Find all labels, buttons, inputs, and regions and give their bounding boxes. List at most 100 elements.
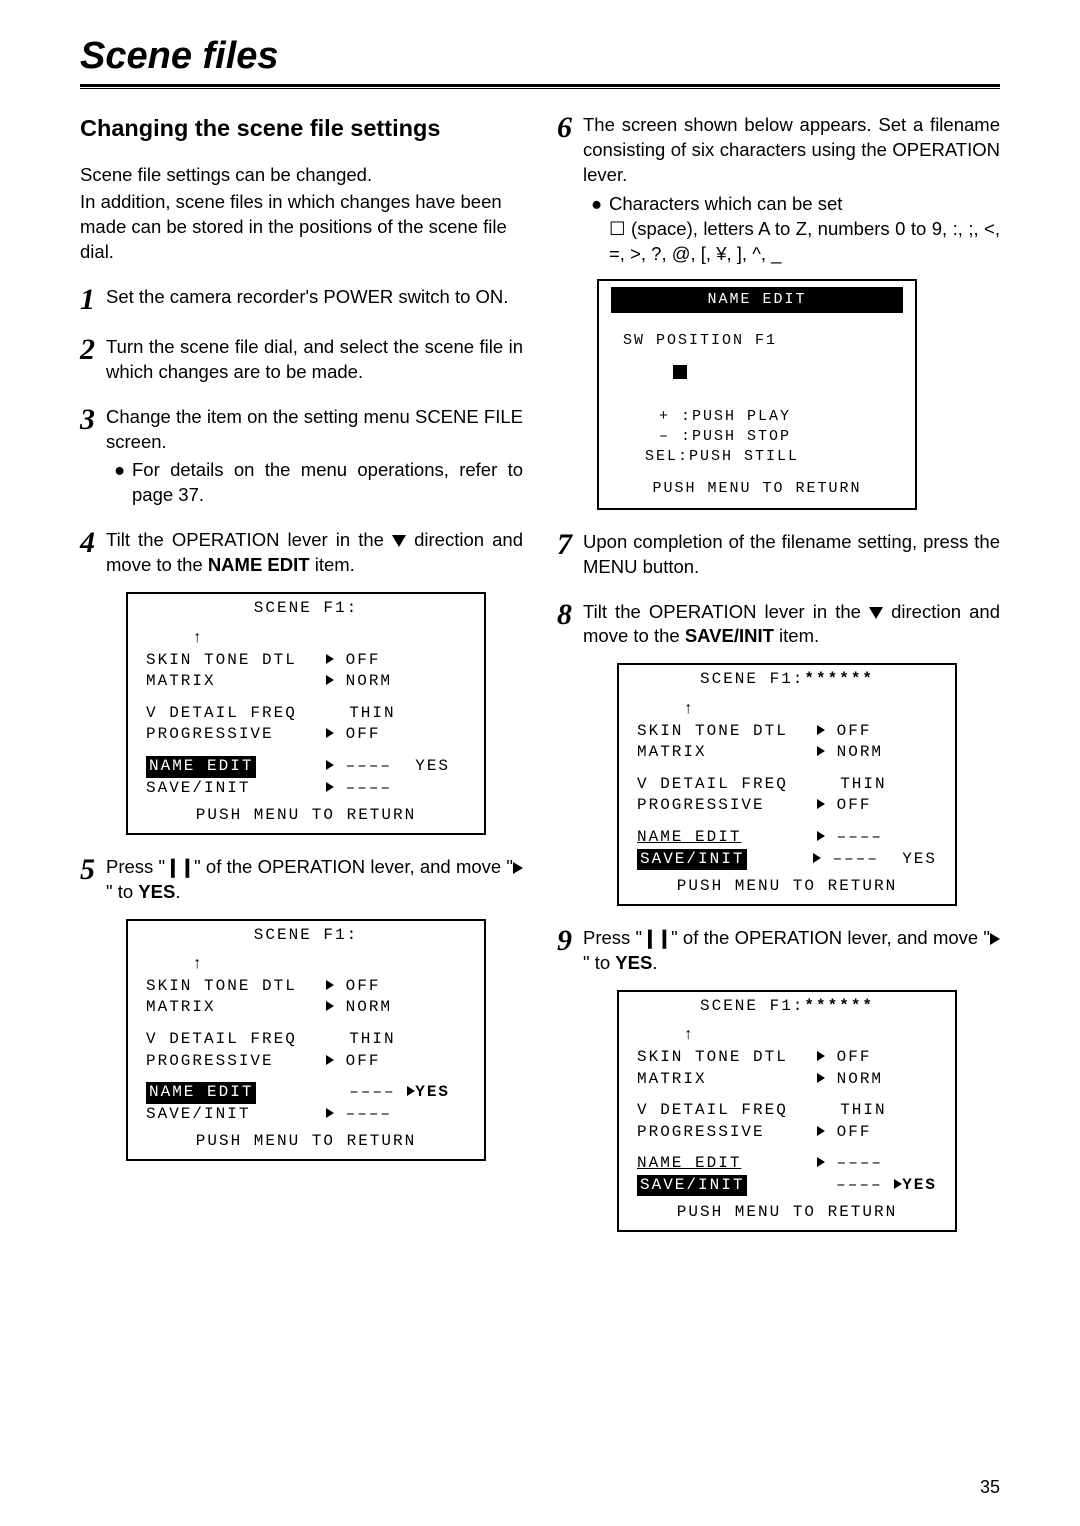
- left-column: Changing the scene file settings Scene f…: [80, 113, 523, 1232]
- name-edit-l3: SEL:PUSH STILL: [599, 447, 915, 467]
- s5-b: " of the OPERATION lever, and move ": [194, 856, 513, 877]
- s8-c: SAVE/INIT: [685, 625, 774, 646]
- name-edit-cursor: [599, 365, 915, 386]
- menu-row-matrix: MATRIX NORM: [146, 997, 466, 1019]
- menu-row-matrix: MATRIX NORM: [637, 742, 937, 764]
- menu-row-saveinit: SAVE/INIT ––––: [146, 1104, 466, 1126]
- step-number: 6: [557, 113, 583, 267]
- right-triangle-icon: [817, 1126, 825, 1136]
- right-triangle-icon: [513, 862, 523, 874]
- menu-footer: PUSH MENU TO RETURN: [619, 872, 955, 904]
- menu-body: ↑ SKIN TONE DTL OFF MATRIX NORM V DETAIL…: [619, 1021, 955, 1198]
- step-5: 5 Press "❙❙" of the OPERATION lever, and…: [80, 855, 523, 905]
- menu-header: SCENE F1:: [128, 594, 484, 624]
- s9-c: " to: [583, 952, 615, 973]
- step-text: Upon completion of the filename setting,…: [583, 530, 1000, 580]
- s9-a: Press ": [583, 927, 642, 948]
- s4-a: Tilt the OPERATION lever in the: [106, 529, 392, 550]
- menu-screen-name-edit-select: SCENE F1: ↑ SKIN TONE DTL OFF MATRIX NOR…: [126, 592, 486, 834]
- right-triangle-icon: [817, 799, 825, 809]
- step-number: 4: [80, 528, 106, 578]
- menu-row-progressive: PROGRESSIVE OFF: [637, 795, 937, 817]
- menu-footer: PUSH MENU TO RETURN: [128, 1127, 484, 1159]
- cursor-square-icon: [673, 365, 687, 379]
- name-edit-footer: PUSH MENU TO RETURN: [599, 479, 915, 499]
- section-subheading: Changing the scene file settings: [80, 113, 523, 145]
- step-text: Press "❙❙" of the OPERATION lever, and m…: [106, 855, 523, 905]
- name-edit-position: SW POSITION F1: [599, 331, 915, 351]
- s6-main: The screen shown below appears. Set a fi…: [583, 113, 1000, 188]
- two-column-layout: Changing the scene file settings Scene f…: [80, 113, 1000, 1232]
- step-text: The screen shown below appears. Set a fi…: [583, 113, 1000, 267]
- menu-footer: PUSH MENU TO RETURN: [128, 801, 484, 833]
- step-3-bullet: ● For details on the menu operations, re…: [106, 458, 523, 508]
- step-7: 7 Upon completion of the filename settin…: [557, 530, 1000, 580]
- step-text: Tilt the OPERATION lever in the directio…: [583, 600, 1000, 650]
- menu-screen-saveinit-yes: SCENE F1:****** ↑ SKIN TONE DTL OFF MATR…: [617, 990, 957, 1232]
- right-column: 6 The screen shown below appears. Set a …: [557, 113, 1000, 1232]
- step-3-main: Change the item on the setting menu SCEN…: [106, 405, 523, 455]
- menu-row-vdetail: V DETAIL FREQ THIN: [146, 703, 466, 725]
- s4-c: NAME EDIT: [208, 554, 310, 575]
- menu-screen-saveinit-select: SCENE F1:****** ↑ SKIN TONE DTL OFF MATR…: [617, 663, 957, 905]
- name-edit-l1: + :PUSH PLAY: [599, 407, 915, 427]
- step-number: 7: [557, 530, 583, 580]
- s8-a: Tilt the OPERATION lever in the: [583, 601, 869, 622]
- menu-row-nameedit: NAME EDIT ––––: [637, 827, 937, 849]
- s4-d: item.: [310, 554, 355, 575]
- menu-row-nameedit: NAME EDIT –––– YES: [146, 1082, 466, 1104]
- step-number: 8: [557, 600, 583, 650]
- step-3: 3 Change the item on the setting menu SC…: [80, 405, 523, 509]
- right-triangle-icon: [817, 746, 825, 756]
- menu-row-progressive: PROGRESSIVE OFF: [637, 1122, 937, 1144]
- step-text: Tilt the OPERATION lever in the directio…: [106, 528, 523, 578]
- intro-line-1: Scene file settings can be changed.: [80, 163, 523, 188]
- s5-a: Press ": [106, 856, 165, 877]
- s8-d: item.: [774, 625, 819, 646]
- s9-b: " of the OPERATION lever, and move ": [671, 927, 990, 948]
- right-triangle-icon: [990, 933, 1000, 945]
- step-number: 9: [557, 926, 583, 976]
- s5-c: " to: [106, 881, 138, 902]
- right-triangle-icon: [817, 1073, 825, 1083]
- intro-line-2: In addition, scene files in which change…: [80, 190, 523, 265]
- right-triangle-icon: [817, 1051, 825, 1061]
- menu-row-nameedit: NAME EDIT ––––: [637, 1153, 937, 1175]
- down-triangle-icon: [869, 607, 883, 619]
- menu-row-vdetail: V DETAIL FREQ THIN: [146, 1029, 466, 1051]
- step-6: 6 The screen shown below appears. Set a …: [557, 113, 1000, 267]
- menu-body: ↑ SKIN TONE DTL OFF MATRIX NORM V DETAIL…: [128, 624, 484, 801]
- name-edit-screen: NAME EDIT SW POSITION F1 + :PUSH PLAY – …: [597, 279, 917, 510]
- menu-row-saveinit: SAVE/INIT ––––: [146, 778, 466, 800]
- bullet-dot-icon: ●: [114, 458, 132, 508]
- bullet-dot-icon: ●: [591, 192, 609, 217]
- menu-row-skin: SKIN TONE DTL OFF: [146, 976, 466, 998]
- step-number: 5: [80, 855, 106, 905]
- menu-row-vdetail: V DETAIL FREQ THIN: [637, 1100, 937, 1122]
- step-3-bullet-text: For details on the menu operations, refe…: [132, 458, 523, 508]
- name-edit-l2: – :PUSH STOP: [599, 427, 915, 447]
- step-number: 2: [80, 335, 106, 385]
- menu-footer: PUSH MENU TO RETURN: [619, 1198, 955, 1230]
- menu-screen-name-edit-yes: SCENE F1: ↑ SKIN TONE DTL OFF MATRIX NOR…: [126, 919, 486, 1161]
- title-rule-thick: [80, 84, 1000, 87]
- menu-row-skin: SKIN TONE DTL OFF: [637, 721, 937, 743]
- menu-row-progressive: PROGRESSIVE OFF: [146, 724, 466, 746]
- step-text: Turn the scene file dial, and select the…: [106, 335, 523, 385]
- right-triangle-icon: [326, 760, 334, 770]
- menu-row-saveinit: SAVE/INIT –––– YES: [637, 1175, 937, 1197]
- menu-row-vdetail: V DETAIL FREQ THIN: [637, 774, 937, 796]
- step-4: 4 Tilt the OPERATION lever in the direct…: [80, 528, 523, 578]
- right-triangle-icon: [326, 1108, 334, 1118]
- right-triangle-icon: [817, 725, 825, 735]
- step-number: 3: [80, 405, 106, 509]
- menu-row-progressive: PROGRESSIVE OFF: [146, 1051, 466, 1073]
- menu-row-nameedit: NAME EDIT –––– YES: [146, 756, 466, 778]
- menu-row-saveinit: SAVE/INIT –––– YES: [637, 849, 937, 871]
- right-triangle-icon: [817, 831, 825, 841]
- pause-icon: ❙❙: [165, 855, 194, 880]
- step-text: Change the item on the setting menu SCEN…: [106, 405, 523, 509]
- right-triangle-icon: [813, 853, 821, 863]
- menu-row-skin: SKIN TONE DTL OFF: [146, 650, 466, 672]
- title-rule-thin: [80, 88, 1000, 89]
